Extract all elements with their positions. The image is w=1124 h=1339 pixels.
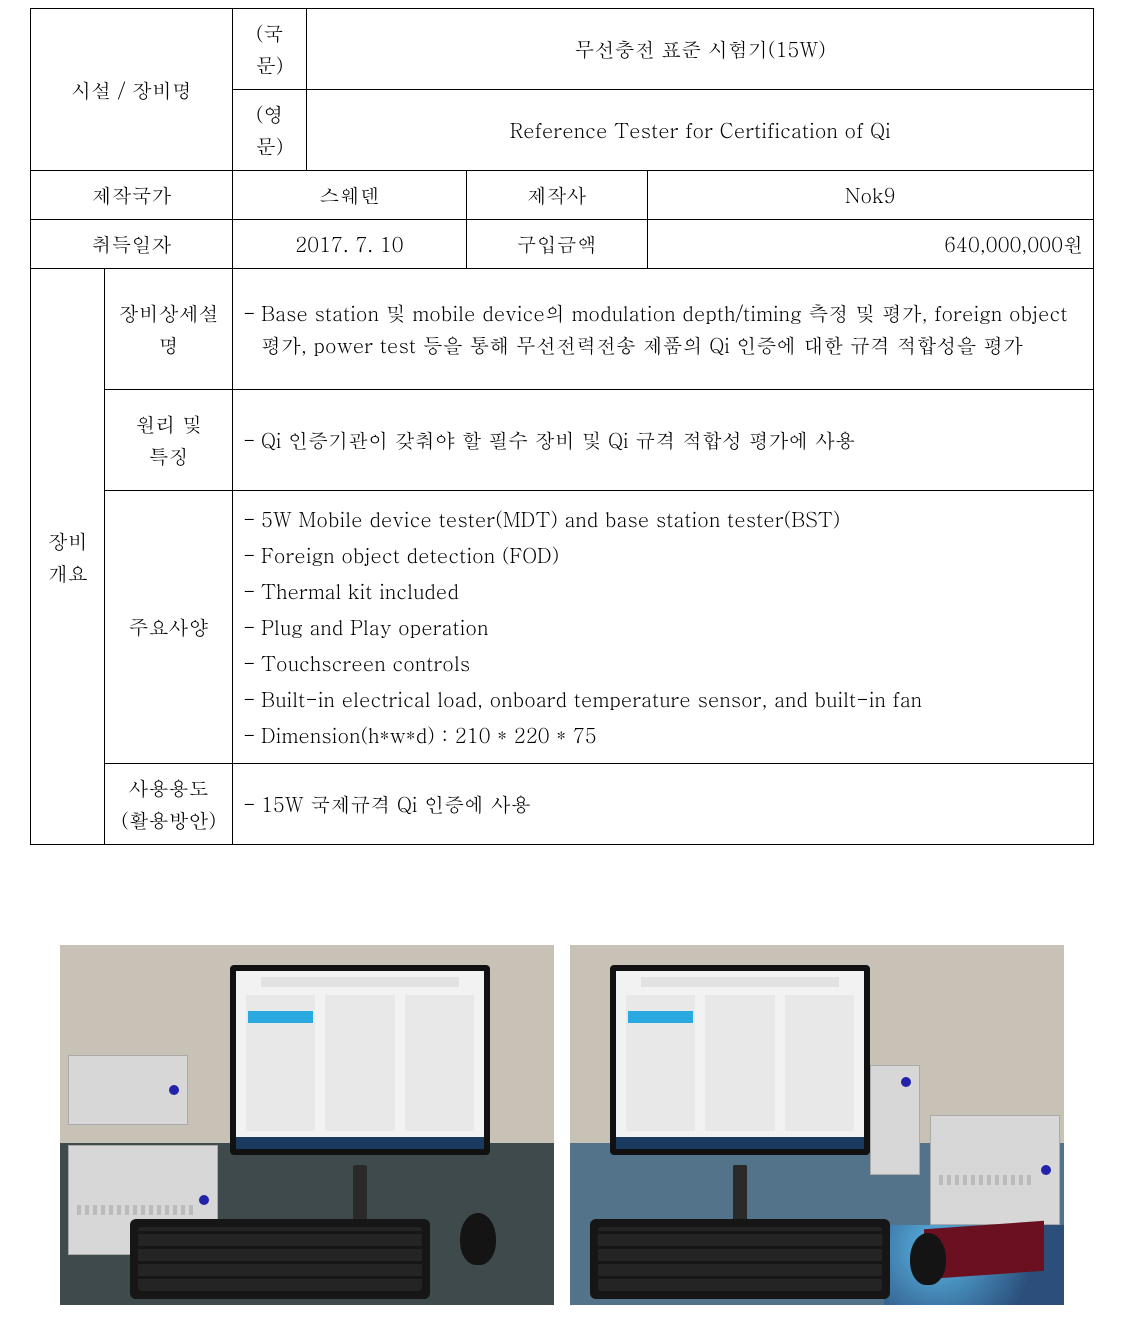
spec-bullet: Touchscreen controls [243, 647, 1083, 679]
value-usage: 15W 국제규격 Qi 인증에 사용 [232, 764, 1093, 845]
value-name-kr: 무선충전 표준 시험기(15W) [307, 9, 1094, 90]
value-name-en: Reference Tester for Certification of Qi [307, 90, 1094, 171]
value-principle: Qi 인증기관이 갖춰야 할 필수 장비 및 Qi 규격 적합성 평가에 사용 [232, 390, 1093, 491]
label-manufacturer: 제작사 [466, 171, 647, 220]
label-purchase-amount: 구입금액 [466, 220, 647, 269]
value-purchase-amount: 640,000,000원 [647, 220, 1094, 269]
label-country: 제작국가 [31, 171, 233, 220]
detail-bullet: Base station 및 mobile device의 modulation… [243, 297, 1083, 361]
label-overview-group: 장비 개요 [31, 269, 105, 845]
spec-list: 5W Mobile device tester(MDT) and base st… [243, 503, 1083, 751]
label-detail-desc: 장비상세설 명 [105, 269, 233, 390]
principle-bullet: Qi 인증기관이 갖춰야 할 필수 장비 및 Qi 규격 적합성 평가에 사용 [243, 424, 1083, 456]
value-manufacturer: Nok9 [647, 171, 1094, 220]
value-acquire-date: 2017. 7. 10 [232, 220, 466, 269]
label-usage: 사용용도 (활용방안) [105, 764, 233, 845]
spec-bullet: Foreign object detection (FOD) [243, 539, 1083, 571]
value-country: 스웨덴 [232, 171, 466, 220]
spec-bullet: 5W Mobile device tester(MDT) and base st… [243, 503, 1083, 535]
label-acquire-date: 취득일자 [31, 220, 233, 269]
equipment-spec-table: 시설 / 장비명 (국문) 무선충전 표준 시험기(15W) (영문) Refe… [30, 8, 1094, 845]
photo-right [570, 945, 1064, 1305]
usage-bullet: 15W 국제규격 Qi 인증에 사용 [243, 788, 1083, 820]
spec-bullet: Thermal kit included [243, 575, 1083, 607]
spec-bullet: Plug and Play operation [243, 611, 1083, 643]
value-detail-desc: Base station 및 mobile device의 modulation… [232, 269, 1093, 390]
photo-left [60, 945, 554, 1305]
label-english-tag: (영문) [232, 90, 306, 171]
label-principle: 원리 및 특징 [105, 390, 233, 491]
equipment-photos [30, 945, 1094, 1305]
label-facility: 시설 / 장비명 [31, 9, 233, 171]
label-korean-tag: (국문) [232, 9, 306, 90]
value-main-spec: 5W Mobile device tester(MDT) and base st… [232, 491, 1093, 764]
spec-bullet: Dimension(h*w*d) : 210 * 220 * 75 [243, 719, 1083, 751]
spec-bullet: Built-in electrical load, onboard temper… [243, 683, 1083, 715]
label-main-spec: 주요사양 [105, 491, 233, 764]
